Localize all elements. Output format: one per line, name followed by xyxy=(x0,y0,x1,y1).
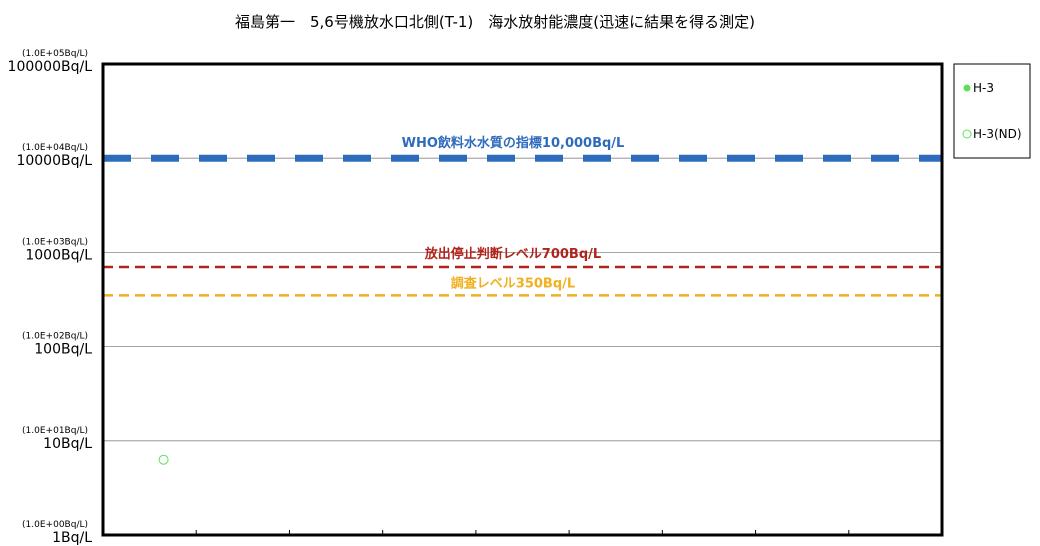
y-tick-label: 1000Bq/L xyxy=(25,247,92,263)
legend-label-h3-nd: H-3(ND) xyxy=(973,127,1022,141)
y-tick-label: 10000Bq/L xyxy=(16,153,92,169)
data-point xyxy=(158,454,169,465)
reference-lines: WHO飲料水水質の指標10,000Bq/L 放出停止判断レベル700Bq/L 調査レ… xyxy=(103,135,942,297)
gridlines xyxy=(103,157,942,442)
legend-label-h3: H-3 xyxy=(973,81,994,95)
reference-line-label: WHO飲料水水質の指標10,000Bq/L xyxy=(402,135,625,151)
data-points xyxy=(158,454,169,465)
y-tick-sublabel: (1.0E+03Bq/L) xyxy=(22,237,88,247)
y-tick-sublabel: (1.0E+04Bq/L) xyxy=(22,143,88,153)
y-tick-sublabel: (1.0E+05Bq/L) xyxy=(22,49,88,59)
y-tick-label: 1Bq/L xyxy=(52,530,92,546)
legend: H-3 H-3(ND) xyxy=(953,63,1031,159)
x-axis-ticks xyxy=(195,530,850,535)
legend-marker-h3-nd xyxy=(962,129,972,139)
y-tick-label: 100000Bq/L xyxy=(8,59,93,75)
y-tick-sublabel: (1.0E+00Bq/L) xyxy=(22,520,88,530)
y-tick-label: 100Bq/L xyxy=(34,342,92,358)
y-tick-label: 10Bq/L xyxy=(43,436,92,452)
reference-line-label: 放出停止判断レベル700Bq/L xyxy=(424,246,601,262)
reference-line-label: 調査レベル350Bq/L xyxy=(451,275,575,291)
y-tick-sublabel: (1.0E+02Bq/L) xyxy=(22,332,88,342)
y-tick-sublabel: (1.0E+01Bq/L) xyxy=(22,426,88,436)
y-axis-labels: (1.0E+05Bq/L)100000Bq/L(1.0E+04Bq/L)1000… xyxy=(8,49,93,546)
chart-title: 福島第一 5,6号機放水口北側(T-1) 海水放射能濃度(迅速に結果を得る測定) xyxy=(235,13,755,31)
legend-marker-h3 xyxy=(963,84,971,92)
plot-area-frame xyxy=(101,62,944,537)
legend-box xyxy=(953,63,1031,159)
